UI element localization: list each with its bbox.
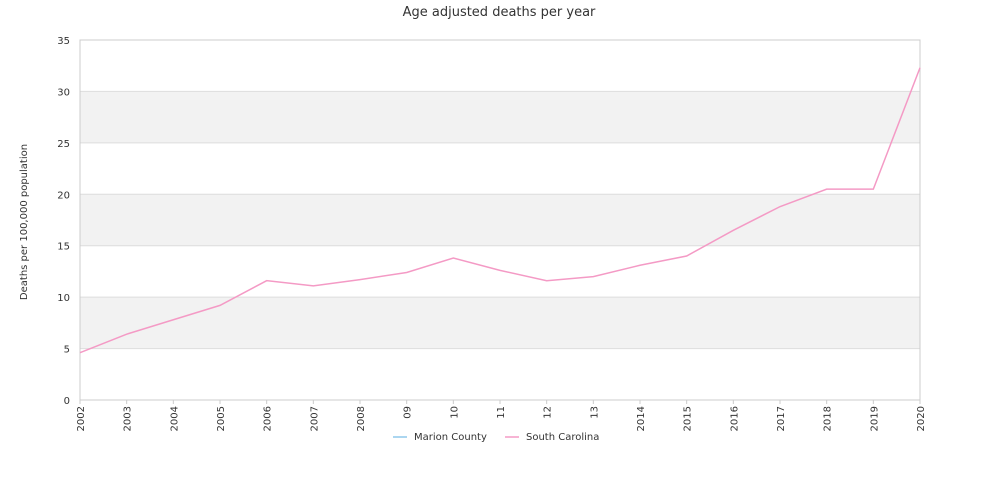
series-lines	[79, 67, 921, 354]
x-tick-label: 2017	[776, 406, 787, 431]
x-tick-label: 09	[403, 406, 414, 419]
series-line	[79, 67, 921, 354]
legend-label: Marion County	[414, 432, 487, 443]
x-tick-label: 13	[589, 406, 600, 419]
y-tick-label: 15	[57, 242, 70, 253]
background-bands	[80, 91, 920, 349]
x-tick-label: 10	[449, 406, 460, 419]
y-tick-label: 35	[57, 36, 70, 47]
y-tick-label: 0	[64, 396, 70, 407]
legend: Marion County South Carolina	[393, 432, 599, 443]
chart-title: Age adjusted deaths per year	[403, 5, 596, 20]
y-axis-ticks: 0 5 10 15 20 25 30 35	[57, 36, 70, 407]
y-axis-label: Deaths per 100,000 population	[19, 144, 30, 300]
x-tick-label: 2005	[216, 406, 227, 431]
y-tick-label: 5	[64, 345, 70, 356]
y-tick-label: 20	[57, 190, 70, 201]
x-tick-label: 2006	[263, 406, 274, 431]
x-tick-label: 2007	[309, 406, 320, 431]
y-tick-label: 30	[57, 87, 70, 98]
grid-band	[80, 297, 920, 349]
x-tick-label: 12	[543, 406, 554, 419]
x-tick-label: 11	[496, 406, 507, 419]
x-tick-label: 2004	[169, 406, 180, 431]
x-tick-label: 2014	[636, 406, 647, 431]
x-tick-label: 2002	[76, 406, 87, 431]
legend-label: South Carolina	[526, 432, 599, 443]
grid-band	[80, 91, 920, 143]
x-tick-label: 2019	[869, 406, 880, 431]
x-tick-label: 2008	[356, 406, 367, 431]
y-tick-label: 25	[57, 139, 70, 150]
x-axis-ticks: 2002 2003 2004 2005 2006 2007 2008 09 10 11 12 13 20…	[76, 400, 927, 431]
x-tick-label: 2016	[729, 406, 740, 431]
x-tick-label: 2020	[916, 406, 927, 431]
x-tick-label: 2003	[123, 406, 134, 431]
x-tick-label: 2015	[683, 406, 694, 431]
y-tick-label: 10	[57, 293, 70, 304]
grid-band	[80, 194, 920, 246]
x-tick-label: 2018	[823, 406, 834, 431]
